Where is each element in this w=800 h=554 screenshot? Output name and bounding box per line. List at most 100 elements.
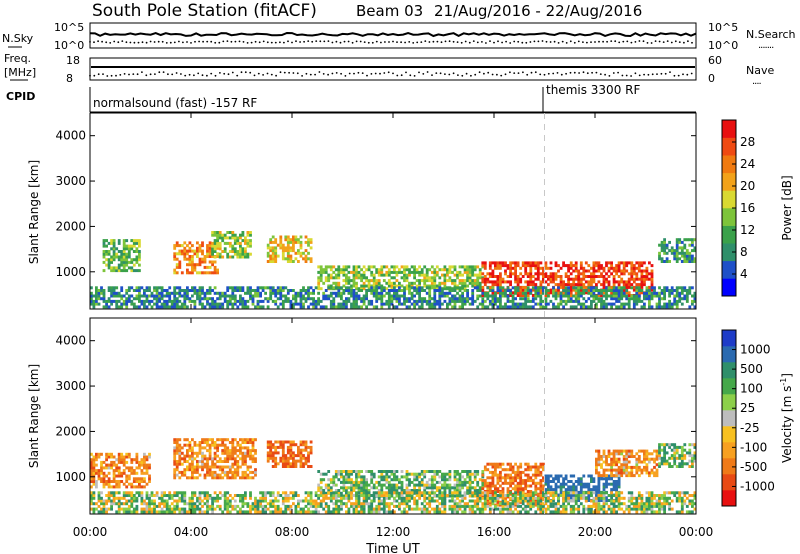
heatmap-cell [309,297,313,301]
heatmap-cell [691,249,694,253]
heatmap-cell [627,449,631,453]
heatmap-cell [600,455,603,458]
heatmap-cell [645,291,649,295]
heatmap-cell [678,456,682,460]
heatmap-cell [567,264,570,268]
heatmap-cell [165,504,169,508]
heatmap-cell [102,502,106,506]
heatmap-cell [572,294,576,298]
heatmap-cell [100,502,103,506]
heatmap-cell [138,294,141,298]
heatmap-cell [430,297,434,301]
heatmap-cell [413,483,416,487]
heatmap-cell [582,485,586,489]
heatmap-cell [233,297,237,301]
heatmap-cell [595,460,598,464]
heatmap-cell [281,302,285,306]
heatmap-cell [143,499,146,503]
heatmap-cell [216,231,219,234]
heatmap-cell [206,271,209,275]
nsearch-point [533,40,536,43]
heatmap-cell [529,272,533,276]
heatmap-cell [239,299,242,303]
heatmap-cell [148,299,151,303]
heatmap-cell [658,305,661,309]
heatmap-cell [160,510,164,514]
heatmap-cell [526,283,530,287]
heatmap-cell [158,510,161,514]
heatmap-cell [471,270,475,274]
heatmap-cell [562,299,565,303]
heatmap-cell [183,460,187,463]
heatmap-cell [443,475,447,479]
heatmap-cell [549,480,553,483]
nave-point [638,74,641,77]
heatmap-cell [559,277,563,281]
heatmap-cell [97,452,101,456]
heatmap-cell [683,251,687,255]
heatmap-cell [345,297,348,301]
heatmap-cell [534,465,538,469]
heatmap-cell [173,457,177,461]
nsearch-point [464,40,467,43]
heatmap-cell [360,299,363,303]
heatmap-cell [483,266,487,270]
heatmap-cell [307,297,310,301]
heatmap-cell [183,257,187,261]
heatmap-cell [531,294,535,297]
heatmap-cell [254,291,257,295]
heatmap-cell [443,279,447,283]
heatmap-cell [125,297,129,301]
heatmap-cell [231,438,235,442]
heatmap-cell [337,489,341,492]
heatmap-cell [239,250,242,253]
heatmap-cell [395,273,399,277]
heatmap-cell [382,294,386,298]
heatmap-cell [102,460,106,464]
heatmap-cell [425,302,429,306]
heatmap-cell [196,291,199,295]
heatmap-cell [239,465,242,469]
heatmap-cell [281,251,285,255]
heatmap-cell [577,289,581,292]
heatmap-cell [509,479,512,483]
heatmap-cell [602,474,606,478]
heatmap-cell [180,446,184,450]
heatmap-cell [178,252,182,256]
heatmap-cell [499,476,502,480]
heatmap-cell [552,302,555,306]
heatmap-cell [496,275,500,278]
heatmap-cell [120,294,124,298]
nsearch-point [662,41,665,43]
heatmap-cell [135,485,139,489]
heatmap-cell [246,465,250,469]
heatmap-cell [577,269,581,273]
heatmap-cell [602,477,606,481]
heatmap-cell [658,451,661,455]
heatmap-cell [299,462,303,466]
heatmap-cell [534,277,538,281]
heatmap-cell [160,302,164,306]
heatmap-cell [178,265,182,269]
heatmap-cell [643,302,646,306]
nsearch-point [210,40,213,43]
heatmap-cell [622,471,626,475]
heatmap-cell [213,454,217,458]
beam-label: Beam 03 [356,2,423,20]
heatmap-cell [367,302,371,306]
heatmap-cell [632,277,636,281]
nsearch-point [359,40,362,43]
heatmap-cell [105,452,108,456]
heatmap-cell [612,460,616,464]
heatmap-cell [423,475,427,479]
heatmap-cell [688,448,692,452]
heatmap-cell [463,478,467,482]
heatmap-cell [213,302,217,306]
heatmap-cell [478,486,482,490]
heatmap-cell [577,294,581,298]
heatmap-cell [463,289,467,292]
heatmap-cell [100,297,103,301]
heatmap-cell [163,502,166,506]
heatmap-cell [90,458,93,462]
heatmap-cell [665,443,669,447]
